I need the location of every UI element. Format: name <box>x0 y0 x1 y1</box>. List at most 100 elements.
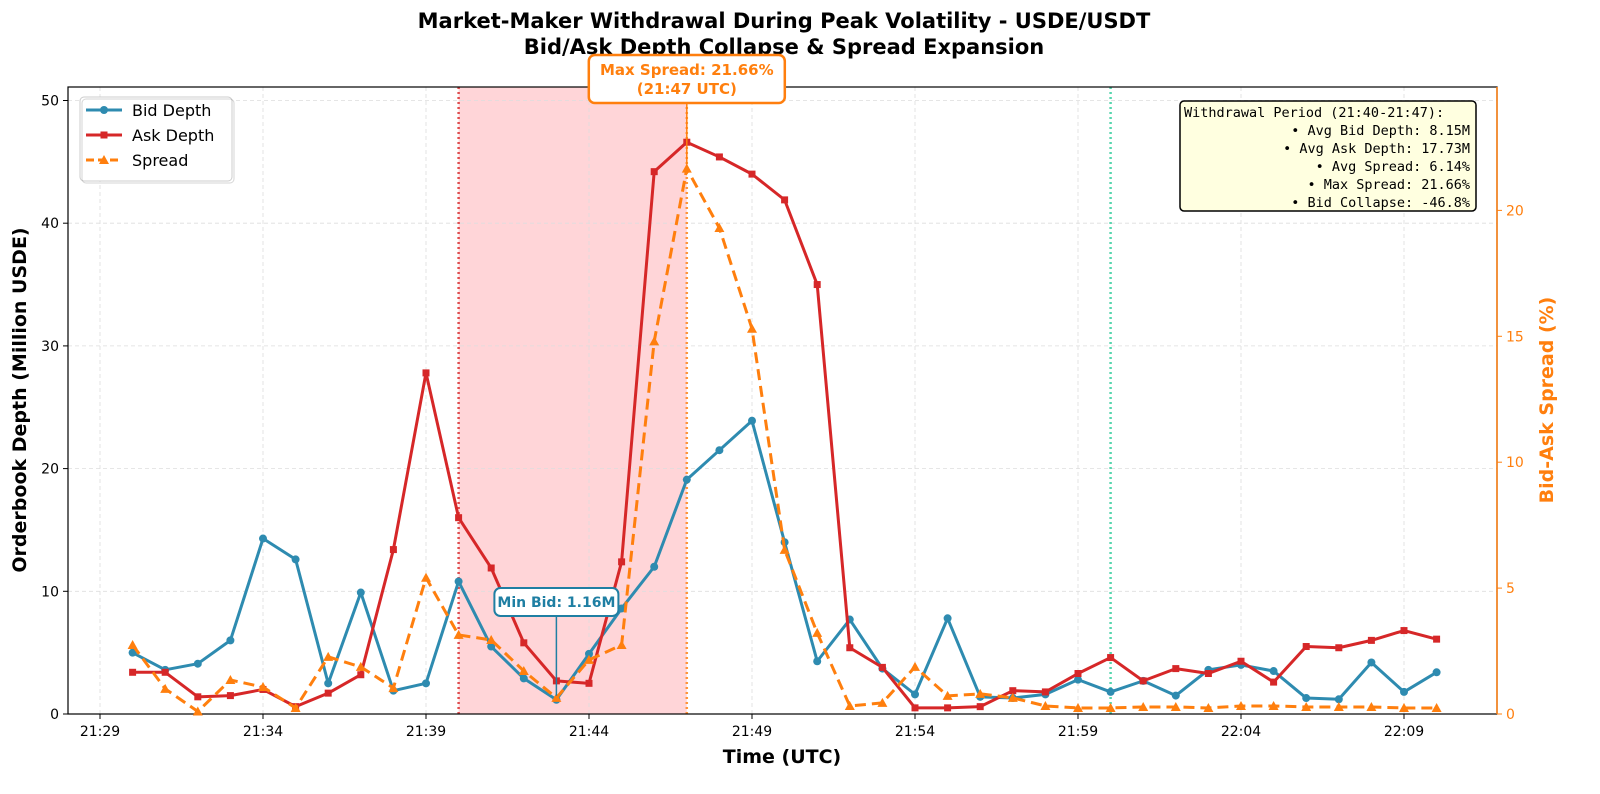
ask-depth-point <box>813 281 821 289</box>
ask-depth-point <box>455 514 463 522</box>
stats-box-line: • Avg Spread: 6.14% <box>1316 159 1470 175</box>
spread-point <box>1268 700 1279 710</box>
bid-depth-point <box>911 690 919 699</box>
ask-depth-point <box>1302 643 1310 651</box>
ask-depth-point <box>194 693 202 701</box>
ask-depth-point <box>1139 677 1147 685</box>
spread-point <box>584 654 594 664</box>
spread-point <box>877 697 888 707</box>
legend-shadow <box>81 98 235 184</box>
ask-depth-point <box>911 704 919 712</box>
bid-depth-point <box>650 562 659 571</box>
legend-marker <box>99 155 109 164</box>
spread-point <box>649 336 660 346</box>
legend-marker <box>100 131 108 139</box>
ask-depth-point <box>618 558 626 566</box>
x-tick-label: 21:39 <box>406 724 446 740</box>
ask-depth-point <box>487 564 495 572</box>
x-tick-label: 21:34 <box>243 724 283 740</box>
spread-point <box>160 683 171 693</box>
legend-marker <box>100 106 108 114</box>
bid-depth-point <box>226 636 235 645</box>
ask-depth-point <box>944 704 952 712</box>
ask-depth-point <box>781 196 789 204</box>
x-tick-label: 21:59 <box>1058 724 1098 740</box>
spread-point <box>551 692 562 702</box>
y-tick-label: 40 <box>41 216 59 232</box>
spread-point <box>1301 701 1312 711</box>
spread-point <box>1007 692 1018 702</box>
x-tick-label: 21:49 <box>732 724 772 740</box>
ask-depth-point <box>226 692 234 700</box>
ask-depth-point <box>520 639 528 647</box>
bid-depth-point <box>193 659 202 668</box>
y-axis-label: Orderbook Depth (Million USDE) <box>9 227 31 572</box>
spread-point <box>1073 702 1083 712</box>
ask-depth-point <box>1009 687 1017 695</box>
bid-depth-point <box>128 648 137 657</box>
ask-depth-point <box>650 168 658 176</box>
ask-depth-point <box>976 703 984 711</box>
spread-point <box>747 323 757 333</box>
ask-depth-point <box>324 689 332 697</box>
ask-depth-point <box>846 644 854 652</box>
ask-depth-point <box>1172 665 1180 673</box>
bid-depth-point <box>1074 675 1082 684</box>
spread-point <box>975 688 986 698</box>
bid-depth-point <box>617 604 626 613</box>
bid-depth-point <box>259 534 267 543</box>
bid-depth-point <box>585 649 593 658</box>
bid-depth-point <box>748 416 756 425</box>
spread-point <box>290 702 301 712</box>
stats-box-line: • Max Spread: 21.66% <box>1307 177 1470 193</box>
y-right-tick-label: 20 <box>1506 203 1524 219</box>
spread-point <box>1333 701 1344 711</box>
spread-point <box>714 223 725 233</box>
spread-point <box>1040 700 1051 710</box>
spread-point <box>453 629 464 639</box>
stats-box-line: • Avg Bid Depth: 8.15M <box>1291 123 1470 139</box>
spread-point <box>127 640 138 650</box>
bid-depth-point <box>519 674 528 683</box>
annotation-text: (21:47 UTC) <box>637 80 737 98</box>
ask-depth-point <box>161 668 169 676</box>
y-right-tick-label: 15 <box>1506 329 1524 345</box>
ask-depth-point <box>715 153 723 161</box>
bid-depth-point <box>813 657 822 666</box>
x-tick-label: 21:54 <box>895 724 935 740</box>
bid-depth-point <box>356 588 365 597</box>
y-axis-right-label: Bid-Ask Spread (%) <box>1536 297 1558 504</box>
annotation-text: Max Spread: 21.66% <box>600 61 774 79</box>
ask-depth-point <box>1400 627 1408 635</box>
bid-depth-point <box>1302 694 1311 703</box>
ask-depth-point <box>1041 688 1049 696</box>
spread-point <box>258 682 268 692</box>
ask-depth-point <box>1074 670 1082 678</box>
spread-point <box>1431 702 1442 712</box>
bid-depth-point <box>1367 658 1376 667</box>
bid-depth-point <box>487 642 496 651</box>
spread-point <box>388 683 399 693</box>
spread-point <box>812 627 823 637</box>
bid-depth-point <box>324 679 333 688</box>
bid-depth-point <box>715 446 724 455</box>
y-tick-label: 50 <box>41 93 59 109</box>
spread-point <box>486 634 497 644</box>
ask-depth-point <box>1204 670 1212 678</box>
annotation-box <box>587 53 787 105</box>
spread-point <box>1170 701 1181 711</box>
ask-depth-point <box>1237 657 1245 665</box>
y-right-tick-label: 5 <box>1506 581 1515 597</box>
bid-depth-point <box>454 577 463 586</box>
bid-depth-point <box>1400 687 1408 696</box>
spread-point <box>1399 702 1409 712</box>
bid-depth-point <box>1269 667 1278 676</box>
bid-depth-point <box>291 555 300 564</box>
spread-point <box>844 700 855 710</box>
bid-depth-point <box>943 614 952 623</box>
spread-point <box>355 661 366 671</box>
x-tick-label: 22:04 <box>1221 724 1261 740</box>
x-tick-label: 21:29 <box>80 724 120 740</box>
spread-point <box>192 706 203 716</box>
